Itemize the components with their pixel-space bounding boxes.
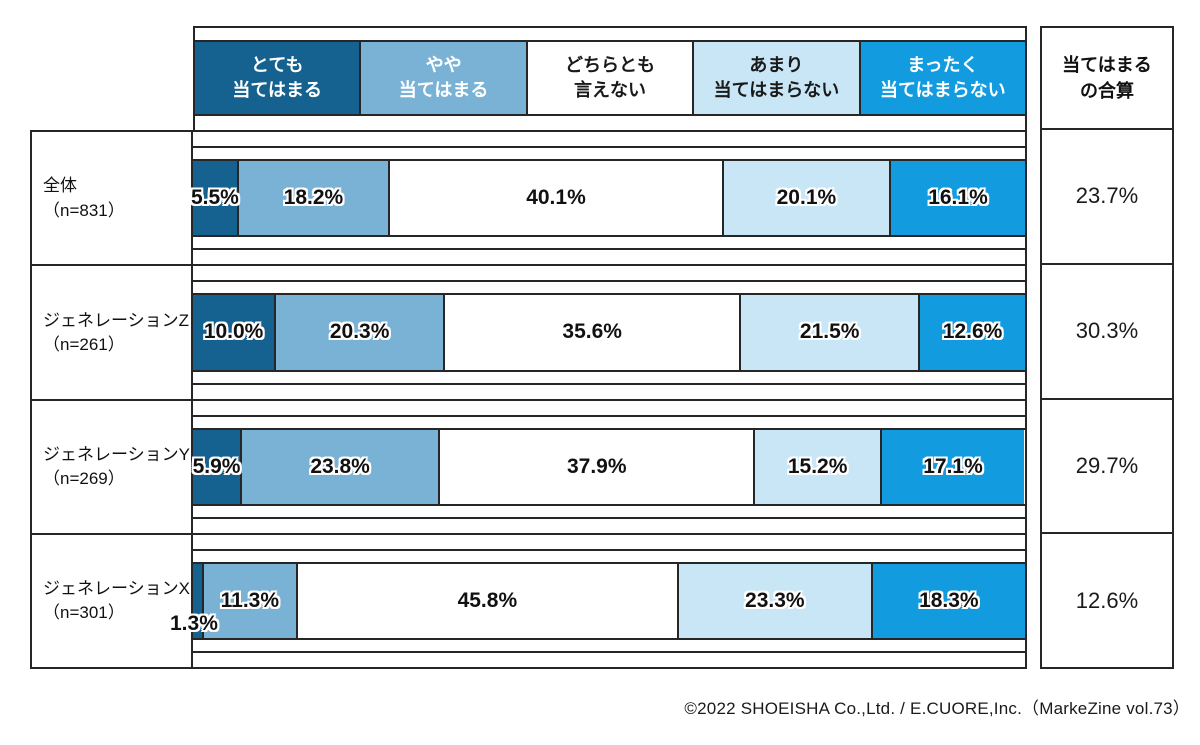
- legend-label: 言えない: [574, 80, 647, 100]
- bar-segment: 45.8%: [297, 563, 679, 638]
- bar-segment: 18.3%: [872, 563, 1025, 638]
- bar-track: 5.9% 23.8% 37.9% 15.2% 17.1%: [192, 414, 1025, 519]
- row-label: 全体 （n=831）: [32, 132, 193, 265]
- legend-label: どちらとも: [565, 54, 656, 75]
- segment-value: 18.2%: [283, 186, 344, 210]
- bar-segment: 20.1%: [723, 161, 892, 236]
- row-label: ジェネレーションX （n=301）: [32, 534, 193, 667]
- segment-value: 1.3%: [170, 612, 218, 635]
- row-label: ジェネレーションZ （n=261）: [32, 266, 193, 399]
- stacked-bar: 5.5% 18.2% 40.1% 20.1% 16.1%: [190, 159, 1025, 238]
- legend-item-mattaku: まったく 当てはまらない: [858, 40, 1028, 116]
- row-label: ジェネレーションY （n=269）: [32, 400, 193, 533]
- legend-label: あまり: [749, 54, 804, 75]
- segment-value: 35.6%: [562, 320, 622, 344]
- table-row: ジェネレーションX （n=301） 1.3% 11.3% 45.8% 23.3%…: [32, 532, 1025, 667]
- bar-cell: 5.9% 23.8% 37.9% 15.2% 17.1%: [193, 401, 1025, 533]
- bar-track: 1.3% 11.3% 45.8% 23.3% 18.3%: [170, 548, 1025, 653]
- legend-label: とても: [250, 54, 304, 75]
- bar-segment: 11.3%: [203, 563, 298, 638]
- row-label-text: ジェネレーションZ: [43, 310, 190, 330]
- totals-header-line: 当てはまる: [1062, 54, 1152, 75]
- bar-segment: 21.5%: [741, 295, 921, 370]
- segment-value: 5.5%: [190, 186, 239, 210]
- bar-segment: 5.9%: [192, 429, 243, 504]
- bar-segment: 10.0%: [193, 295, 277, 370]
- bar-cell: 5.5% 18.2% 40.1% 20.1% 16.1%: [190, 132, 1025, 264]
- row-label-n: （n=831）: [43, 200, 125, 220]
- bar-cell: 10.0% 20.3% 35.6% 21.5% 12.6%: [193, 266, 1025, 398]
- row-label-n: （n=269）: [43, 469, 125, 489]
- segment-value: 23.8%: [310, 454, 370, 478]
- bar-segment: 15.2%: [755, 429, 882, 504]
- segment-value: 15.2%: [787, 454, 848, 478]
- stacked-bar: 1.3% 11.3% 45.8% 23.3% 18.3%: [170, 561, 1025, 640]
- row-label-text: ジェネレーションX: [43, 579, 190, 599]
- bar-segment: 12.6%: [920, 295, 1025, 370]
- table-row: 全体 （n=831） 5.5% 18.2% 40.1% 20.1% 16.1%: [32, 132, 1025, 265]
- bar-segment: 40.1%: [390, 161, 724, 236]
- row-label-n: （n=261）: [43, 334, 125, 354]
- bar-segment: 23.3%: [678, 563, 873, 638]
- segment-value: 37.9%: [566, 454, 627, 478]
- segment-value: 10.0%: [203, 320, 264, 344]
- totals-column: 当てはまる の合算 23.7% 30.3% 29.7% 12.6%: [1040, 26, 1174, 669]
- row-label-text: 全体: [43, 176, 77, 196]
- segment-value: 20.3%: [329, 320, 390, 344]
- bar-segment: 1.3%: [170, 563, 218, 638]
- totals-value: 30.3%: [1042, 262, 1172, 398]
- totals-header-line: の合算: [1080, 81, 1134, 101]
- table-row: ジェネレーションY （n=269） 5.9% 23.8% 37.9% 15.2%…: [32, 398, 1025, 533]
- legend-label: やや: [425, 54, 462, 75]
- legend-item-dochiratomo: どちらとも 言えない: [525, 40, 695, 116]
- copyright-credit: ©2022 SHOEISHA Co.,Ltd. / E.CUORE,Inc.（M…: [684, 699, 1190, 718]
- legend-label: 当てはまる: [232, 80, 323, 100]
- bar-segment: 35.6%: [445, 295, 742, 370]
- segment-value: 12.6%: [942, 320, 1003, 344]
- segment-value: 40.1%: [526, 186, 586, 210]
- segment-value: 11.3%: [220, 588, 280, 612]
- segment-value: 45.8%: [457, 588, 518, 612]
- bar-segment: 18.2%: [238, 161, 391, 236]
- bar-segment: 23.8%: [242, 429, 441, 504]
- totals-header: 当てはまる の合算: [1042, 28, 1172, 130]
- legend-label: 当てはまらない: [713, 80, 840, 100]
- bar-segment: 17.1%: [881, 429, 1025, 504]
- segment-value: 5.9%: [192, 454, 241, 478]
- row-label-n: （n=301）: [43, 603, 125, 623]
- bar-segment: 37.9%: [440, 429, 756, 504]
- legend-label: まったく: [907, 54, 979, 75]
- segment-value: 18.3%: [919, 588, 979, 612]
- legend-item-amari: あまり 当てはまらない: [692, 40, 861, 116]
- legend-label: 当てはまらない: [880, 80, 1006, 100]
- chart-table: 全体 （n=831） 5.5% 18.2% 40.1% 20.1% 16.1%: [30, 130, 1027, 669]
- row-label-text: ジェネレーションY: [43, 444, 190, 464]
- totals-value: 29.7%: [1042, 397, 1172, 533]
- legend-frame: とても 当てはまる やや 当てはまる どちらとも 言えない あまり 当てはまらな…: [193, 26, 1028, 130]
- bar-segment: 16.1%: [891, 161, 1025, 236]
- bar-track: 5.5% 18.2% 40.1% 20.1% 16.1%: [190, 146, 1025, 251]
- segment-value: 21.5%: [799, 320, 860, 344]
- stacked-bar: 5.9% 23.8% 37.9% 15.2% 17.1%: [192, 427, 1025, 506]
- legend-item-yaya: やや 当てはまる: [359, 40, 528, 116]
- totals-value: 23.7%: [1075, 183, 1139, 209]
- bar-segment: 20.3%: [276, 295, 446, 370]
- bar-cell: 1.3% 11.3% 45.8% 23.3% 18.3%: [170, 535, 1025, 667]
- table-row: ジェネレーションZ （n=261） 10.0% 20.3% 35.6% 21.5…: [32, 264, 1025, 399]
- stacked-bar: 10.0% 20.3% 35.6% 21.5% 12.6%: [193, 293, 1025, 372]
- bar-track: 10.0% 20.3% 35.6% 21.5% 12.6%: [193, 280, 1025, 385]
- totals-value: 12.6%: [1042, 532, 1172, 667]
- segment-value: 16.1%: [928, 186, 988, 210]
- segment-value: 23.3%: [745, 588, 805, 612]
- legend-label: 当てはまる: [398, 80, 489, 100]
- legend-item-totemo: とても 当てはまる: [193, 40, 362, 116]
- segment-value: 20.1%: [776, 186, 837, 210]
- legend-row: とても 当てはまる やや 当てはまる どちらとも 言えない あまり 当てはまらな…: [193, 40, 1028, 116]
- bar-segment: 5.5%: [190, 161, 239, 236]
- segment-value: 17.1%: [923, 454, 983, 478]
